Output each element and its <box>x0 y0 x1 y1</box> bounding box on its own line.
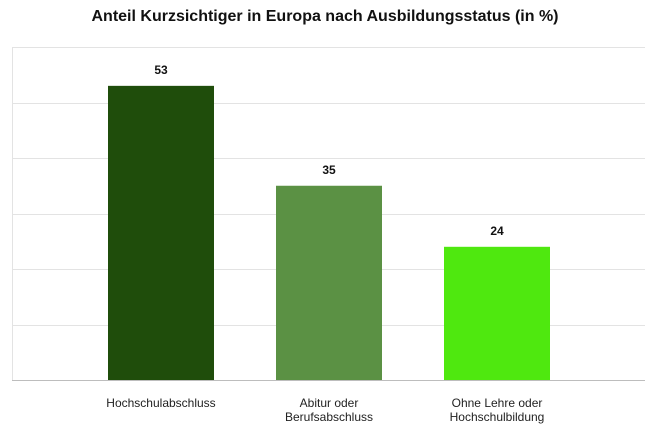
category-label: Ohne Lehre oder Hochschulbildung <box>450 396 545 424</box>
bar <box>108 85 214 380</box>
bar <box>444 246 550 380</box>
data-label: 24 <box>490 224 504 238</box>
bar <box>276 185 382 380</box>
data-label: 35 <box>322 163 336 177</box>
bars <box>108 85 550 380</box>
category-label: Abitur oder Berufsabschluss <box>285 396 373 424</box>
chart-title: Anteil Kurzsichtiger in Europa nach Ausb… <box>91 8 559 25</box>
data-label: 53 <box>154 63 168 77</box>
category-label: Hochschulabschluss <box>106 396 215 410</box>
labels: 53 35 24 Hochschulabschluss Abitur oder Beruf… <box>106 63 544 424</box>
